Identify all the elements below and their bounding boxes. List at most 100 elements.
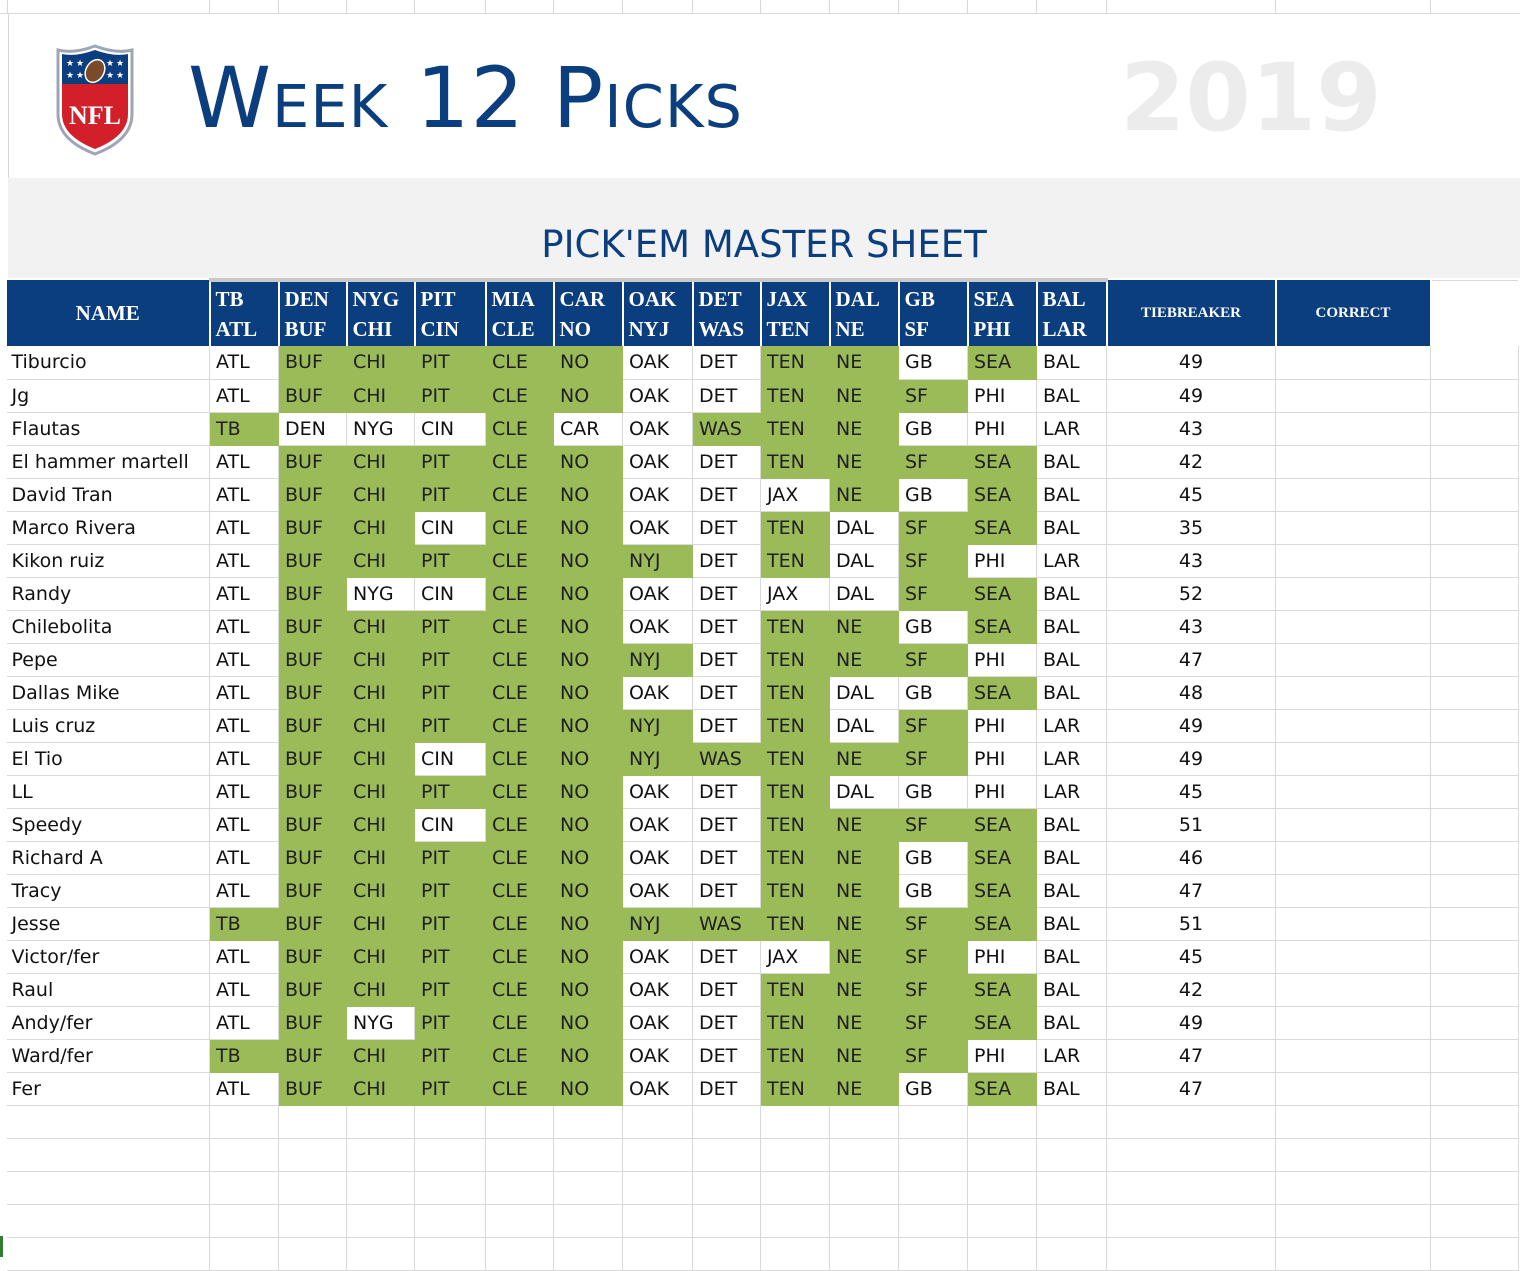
empty-cell[interactable]	[6, 1105, 210, 1139]
pick-cell[interactable]: SF	[898, 511, 968, 545]
pick-cell[interactable]: DET	[692, 577, 761, 611]
player-name[interactable]: Dallas Mike	[6, 676, 210, 710]
pick-cell[interactable]: SEA	[967, 610, 1037, 644]
pick-cell[interactable]: CLE	[485, 610, 554, 644]
empty-cell[interactable]	[1430, 808, 1519, 842]
tiebreaker-cell[interactable]: 47	[1106, 1039, 1276, 1073]
empty-cell[interactable]	[485, 1138, 554, 1172]
empty-cell[interactable]	[414, 1237, 486, 1271]
pick-cell[interactable]: DET	[692, 610, 761, 644]
empty-cell[interactable]	[760, 1105, 830, 1139]
empty-cell[interactable]	[1430, 379, 1519, 413]
tiebreaker-cell[interactable]: 35	[1106, 511, 1276, 545]
pick-cell[interactable]: TB	[209, 412, 279, 446]
pick-cell[interactable]: DET	[692, 346, 761, 380]
player-name[interactable]: Luis cruz	[6, 709, 210, 743]
empty-cell[interactable]	[6, 1204, 210, 1238]
pick-cell[interactable]: OAK	[622, 775, 693, 809]
pick-cell[interactable]: OAK	[622, 1006, 693, 1040]
pick-cell[interactable]: OAK	[622, 478, 693, 512]
pick-cell[interactable]: PIT	[414, 478, 486, 512]
tiebreaker-cell[interactable]: 45	[1106, 478, 1276, 512]
pick-cell[interactable]: DET	[692, 775, 761, 809]
empty-cell[interactable]	[1430, 445, 1519, 479]
empty-cell[interactable]	[967, 1105, 1037, 1139]
pick-cell[interactable]: NE	[829, 445, 899, 479]
correct-cell[interactable]	[1275, 1072, 1431, 1106]
correct-cell[interactable]	[1275, 412, 1431, 446]
pick-cell[interactable]: DET	[692, 643, 761, 677]
pick-cell[interactable]: NE	[829, 610, 899, 644]
pick-cell[interactable]: NE	[829, 841, 899, 875]
game-header-0[interactable]: TB ATL	[209, 278, 280, 346]
pick-cell[interactable]: WAS	[692, 742, 761, 776]
pick-cell[interactable]: CHI	[346, 379, 415, 413]
pick-cell[interactable]: ATL	[209, 346, 279, 380]
pick-cell[interactable]: NO	[553, 742, 623, 776]
pick-cell[interactable]: CLE	[485, 511, 554, 545]
empty-cell[interactable]	[692, 1105, 761, 1139]
pick-cell[interactable]: NE	[829, 379, 899, 413]
pick-cell[interactable]: CHI	[346, 907, 415, 941]
empty-cell[interactable]	[1430, 973, 1519, 1007]
pick-cell[interactable]: PHI	[967, 742, 1037, 776]
pick-cell[interactable]: SEA	[967, 874, 1037, 908]
pick-cell[interactable]: CHI	[346, 346, 415, 380]
empty-cell[interactable]	[1430, 676, 1519, 710]
pick-cell[interactable]: OAK	[622, 676, 693, 710]
pick-cell[interactable]: SF	[898, 1006, 968, 1040]
empty-cell[interactable]	[1036, 1204, 1107, 1238]
pick-cell[interactable]: CIN	[414, 808, 486, 842]
empty-cell[interactable]	[414, 1138, 486, 1172]
pick-cell[interactable]: NO	[553, 346, 623, 380]
empty-cell[interactable]	[414, 1171, 486, 1205]
pick-cell[interactable]: ATL	[209, 742, 279, 776]
player-name[interactable]: Ward/fer	[6, 1039, 210, 1073]
pick-cell[interactable]: SF	[898, 643, 968, 677]
player-name[interactable]: Speedy	[6, 808, 210, 842]
pick-cell[interactable]: CHI	[346, 973, 415, 1007]
pick-cell[interactable]: CLE	[485, 445, 554, 479]
pick-cell[interactable]: CHI	[346, 511, 415, 545]
tiebreaker-cell[interactable]: 43	[1106, 412, 1276, 446]
empty-cell[interactable]	[898, 1171, 968, 1205]
empty-cell[interactable]	[1430, 412, 1519, 446]
player-name[interactable]: Jesse	[6, 907, 210, 941]
pick-cell[interactable]: BUF	[278, 577, 347, 611]
pick-cell[interactable]: CLE	[485, 775, 554, 809]
game-header-7[interactable]: DET WAS	[692, 278, 762, 346]
empty-cell[interactable]	[1275, 1105, 1431, 1139]
pick-cell[interactable]: GB	[898, 841, 968, 875]
pick-cell[interactable]: NO	[553, 379, 623, 413]
empty-cell[interactable]	[485, 1237, 554, 1271]
pick-cell[interactable]: SEA	[967, 511, 1037, 545]
pick-cell[interactable]: NYJ	[622, 742, 693, 776]
tiebreaker-cell[interactable]: 51	[1106, 808, 1276, 842]
correct-cell[interactable]	[1275, 775, 1431, 809]
empty-cell[interactable]	[967, 1138, 1037, 1172]
pick-cell[interactable]: CLE	[485, 412, 554, 446]
pick-cell[interactable]: PIT	[414, 940, 486, 974]
tiebreaker-cell[interactable]: 45	[1106, 940, 1276, 974]
pick-cell[interactable]: ATL	[209, 775, 279, 809]
pick-cell[interactable]: ATL	[209, 973, 279, 1007]
pick-cell[interactable]: DET	[692, 1072, 761, 1106]
pick-cell[interactable]: GB	[898, 610, 968, 644]
pick-cell[interactable]: GB	[898, 676, 968, 710]
empty-cell[interactable]	[692, 1237, 761, 1271]
empty-cell[interactable]	[346, 1204, 415, 1238]
empty-cell[interactable]	[209, 1105, 279, 1139]
empty-cell[interactable]	[6, 1138, 210, 1172]
pick-cell[interactable]: TEN	[760, 511, 830, 545]
pick-cell[interactable]: NE	[829, 808, 899, 842]
pick-cell[interactable]: CHI	[346, 874, 415, 908]
pick-cell[interactable]: TEN	[760, 841, 830, 875]
pick-cell[interactable]: BUF	[278, 610, 347, 644]
pick-cell[interactable]: PIT	[414, 379, 486, 413]
pick-cell[interactable]: OAK	[622, 808, 693, 842]
tiebreaker-cell[interactable]: 47	[1106, 1072, 1276, 1106]
pick-cell[interactable]: CHI	[346, 1072, 415, 1106]
empty-cell[interactable]	[6, 1171, 210, 1205]
empty-cell[interactable]	[1430, 544, 1519, 578]
empty-cell[interactable]	[485, 1105, 554, 1139]
